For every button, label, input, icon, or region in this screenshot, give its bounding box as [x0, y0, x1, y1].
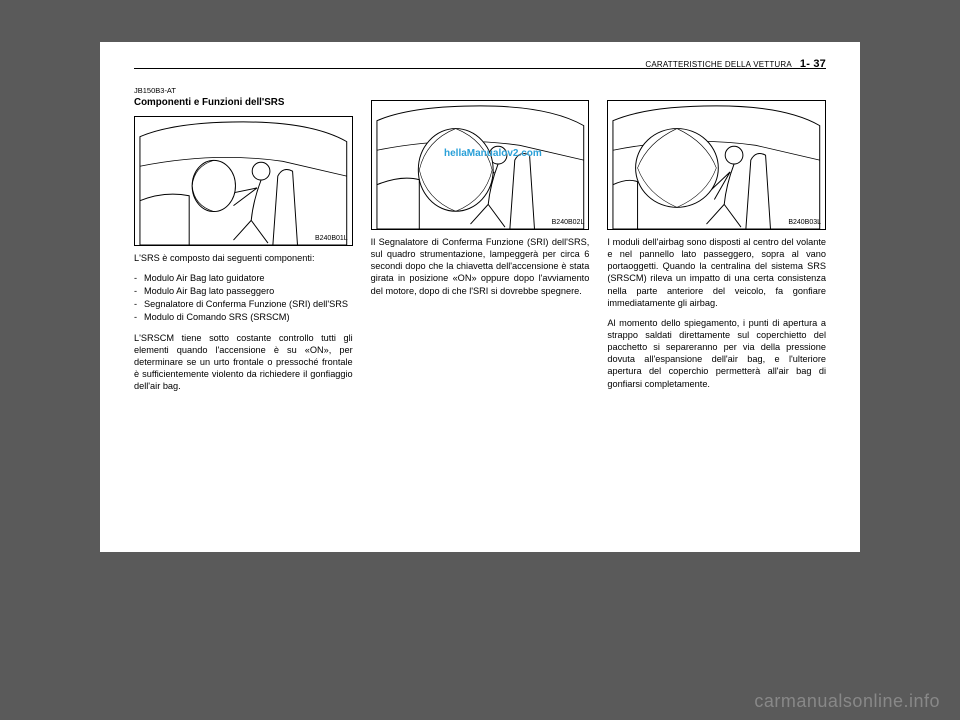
list-item-text: Modulo Air Bag lato passeggero — [144, 285, 353, 297]
manual-page: CARATTERISTICHE DELLA VETTURA 1- 37 hell… — [100, 42, 860, 552]
paragraph: Al momento dello spiegamento, i punti di… — [607, 317, 826, 390]
page-number: 1- 37 — [800, 58, 826, 70]
list-item: - Segnalatore di Conferma Funzione (SRI)… — [134, 298, 353, 310]
paragraph: Il Segnalatore di Conferma Funzione (SRI… — [371, 236, 590, 297]
component-list: - Modulo Air Bag lato guidatore - Modulo… — [134, 272, 353, 324]
figure-driver-airbag: B240B01L — [134, 116, 353, 246]
bullet-dash: - — [134, 298, 144, 310]
airbag-deployed-icon — [372, 101, 589, 229]
chapter-title: CARATTERISTICHE DELLA VETTURA — [645, 60, 791, 69]
bullet-dash: - — [134, 311, 144, 323]
section-code: JB150B3-AT — [134, 86, 353, 96]
page-header: CARATTERISTICHE DELLA VETTURA 1- 37 — [645, 58, 826, 70]
figure-label: B240B02L — [552, 218, 585, 227]
section-title: Componenti e Funzioni dell'SRS — [134, 97, 353, 110]
list-item-text: Segnalatore di Conferma Funzione (SRI) d… — [144, 298, 353, 310]
spacer — [371, 86, 590, 100]
bullet-dash: - — [134, 285, 144, 297]
content-columns: JB150B3-AT Componenti e Funzioni dell'SR… — [134, 86, 826, 400]
airbag-passenger-icon — [608, 101, 825, 229]
figure-passenger-airbag: B240B03L — [607, 100, 826, 230]
figure-label: B240B01L — [315, 234, 348, 243]
list-item: - Modulo Air Bag lato guidatore — [134, 272, 353, 284]
paragraph: L'SRSCM tiene sotto costante controllo t… — [134, 332, 353, 393]
source-url: carmanualsonline.info — [754, 691, 940, 712]
figure-driver-airbag-deployed: B240B02L — [371, 100, 590, 230]
airbag-driver-icon — [135, 117, 352, 245]
column-1: JB150B3-AT Componenti e Funzioni dell'SR… — [134, 86, 353, 400]
list-item: - Modulo di Comando SRS (SRSCM) — [134, 311, 353, 323]
column-3: B240B03L I moduli dell'airbag sono dispo… — [607, 86, 826, 400]
column-2: B240B02L Il Segnalatore di Conferma Funz… — [371, 86, 590, 400]
figure-label: B240B03L — [788, 218, 821, 227]
spacer — [607, 86, 826, 100]
list-item-text: Modulo Air Bag lato guidatore — [144, 272, 353, 284]
bullet-dash: - — [134, 272, 144, 284]
list-item: - Modulo Air Bag lato passeggero — [134, 285, 353, 297]
list-item-text: Modulo di Comando SRS (SRSCM) — [144, 311, 353, 323]
paragraph: I moduli dell'airbag sono disposti al ce… — [607, 236, 826, 309]
intro-text: L'SRS è composto dai seguenti componenti… — [134, 252, 353, 264]
